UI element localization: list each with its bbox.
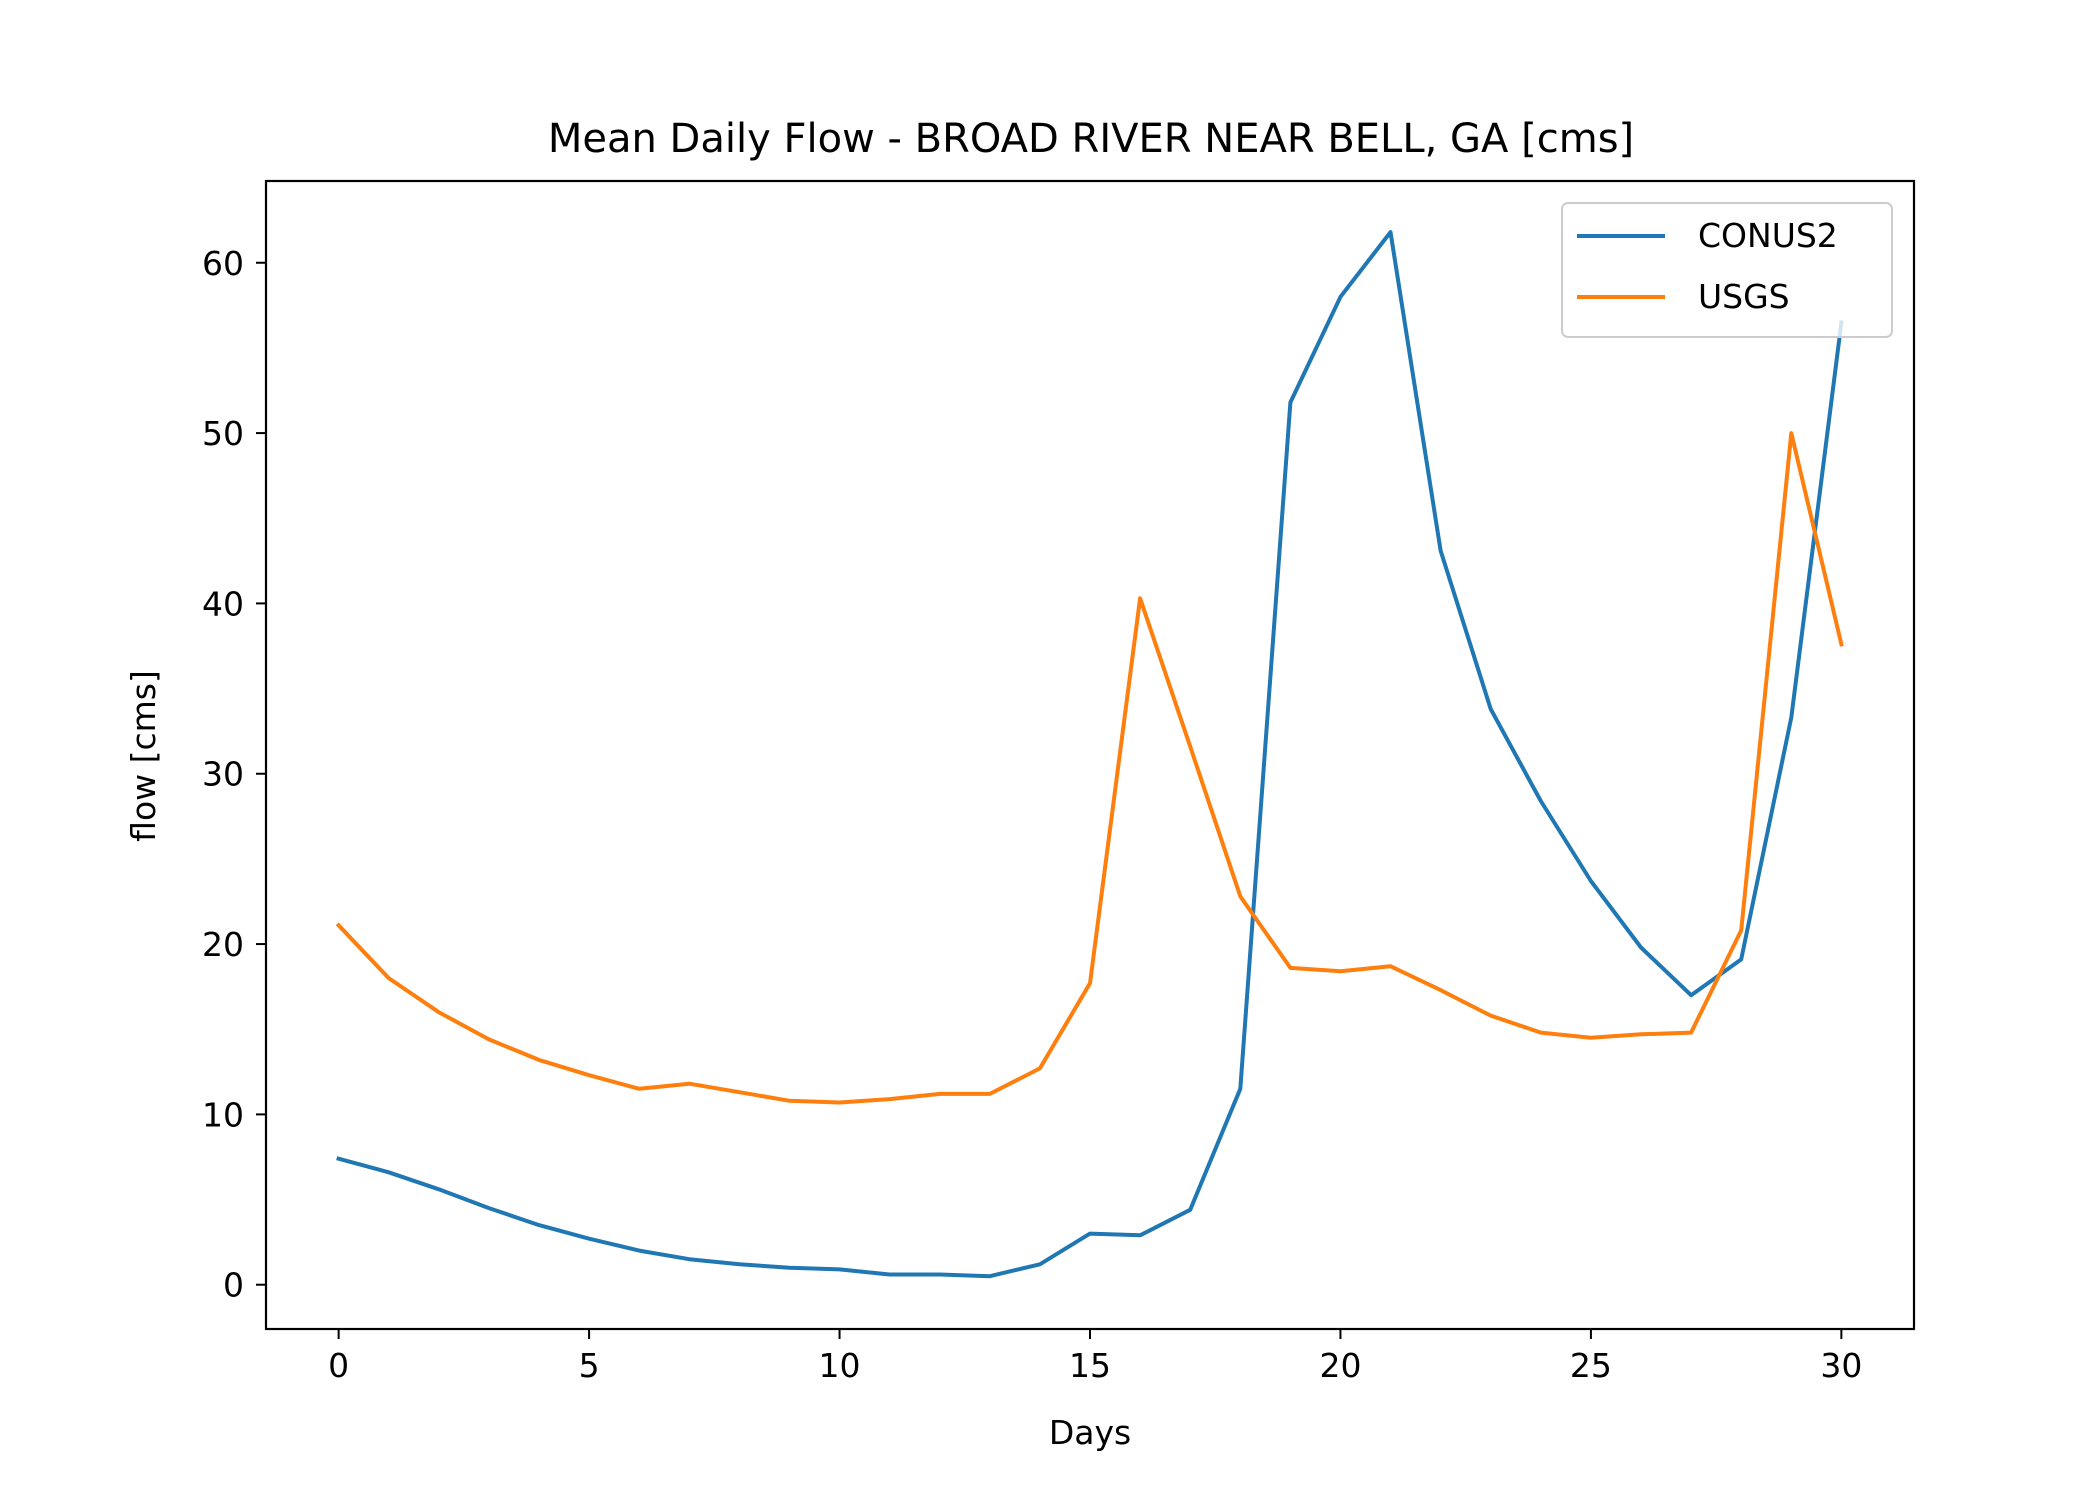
legend-label-conus2: CONUS2 [1698,216,1838,255]
y-tick-label: 20 [202,925,244,964]
y-tick-label: 60 [202,244,244,283]
y-axis-ticks: 0 10 20 30 40 50 60 [202,244,266,1305]
series-line-usgs [335,431,1844,1105]
y-tick-label: 50 [202,414,244,453]
x-tick-label: 30 [1820,1346,1862,1385]
x-axis-label: Days [1049,1413,1131,1452]
x-tick-label: 20 [1319,1346,1361,1385]
x-axis-ticks: 0 5 10 15 20 25 30 [328,1329,1862,1385]
y-tick-label: 10 [202,1095,244,1134]
y-tick-label: 0 [223,1266,244,1305]
x-tick-label: 15 [1069,1346,1111,1385]
x-tick-label: 5 [579,1346,600,1385]
series-layer [335,230,1844,1279]
y-tick-label: 40 [202,584,244,623]
series-line-conus2 [336,230,1844,1279]
x-tick-label: 10 [819,1346,861,1385]
y-tick-label: 30 [202,755,244,794]
legend: CONUS2 USGS [1561,202,1893,338]
legend-label-usgs: USGS [1698,277,1790,316]
chart-title: Mean Daily Flow - BROAD RIVER NEAR BELL,… [548,116,1634,162]
x-tick-label: 25 [1570,1346,1612,1385]
y-axis-label: flow [cms] [124,670,163,842]
x-tick-label: 0 [328,1346,349,1385]
